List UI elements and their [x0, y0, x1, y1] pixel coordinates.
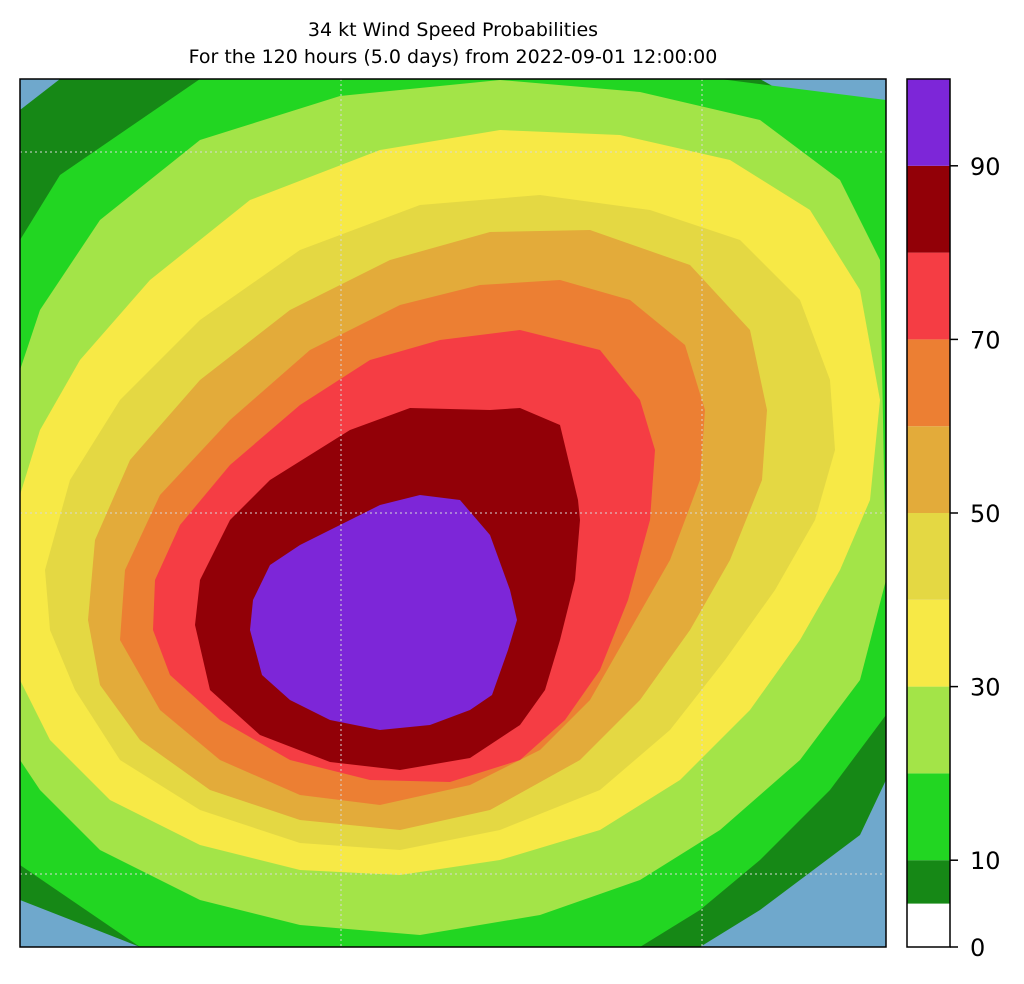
contour-band-90-100 [250, 495, 517, 730]
colorbar-segment-90-100 [907, 79, 950, 166]
chart-title: 34 kt Wind Speed Probabilities [307, 19, 599, 41]
colorbar-tick-label: 70 [970, 326, 1001, 354]
colorbar-segment-50-60 [907, 426, 950, 513]
colorbar-segment-10-20 [907, 773, 950, 861]
colorbar-segment-0-5 [907, 903, 950, 947]
colorbar-segment-5-10 [907, 860, 950, 904]
chart-subtitle: For the 120 hours (5.0 days) from 2022-0… [188, 46, 718, 68]
colorbar-ticks: 0 10 30 50 70 90 [950, 153, 1001, 962]
colorbar-segment-20-30 [907, 686, 950, 774]
colorbar-segment-80-90 [907, 165, 950, 253]
colorbar [907, 79, 950, 947]
colorbar-segment-30-40 [907, 599, 950, 687]
colorbar-tick-label: 10 [970, 847, 1001, 875]
colorbar-segment-40-50 [907, 513, 950, 600]
colorbar-tick-label: 90 [970, 153, 1001, 181]
colorbar-segment-60-70 [907, 339, 950, 427]
colorbar-segment-70-80 [907, 252, 950, 340]
colorbar-tick-label: 0 [970, 934, 985, 962]
probability-map [20, 79, 886, 947]
map-frame [19, 78, 887, 948]
colorbar-tick-label: 50 [970, 500, 1001, 528]
colorbar-tick-label: 30 [970, 674, 1001, 702]
